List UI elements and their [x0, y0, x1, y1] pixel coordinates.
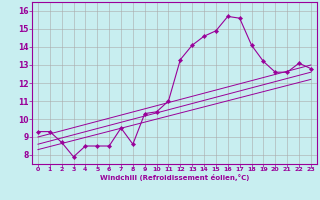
X-axis label: Windchill (Refroidissement éolien,°C): Windchill (Refroidissement éolien,°C): [100, 174, 249, 181]
